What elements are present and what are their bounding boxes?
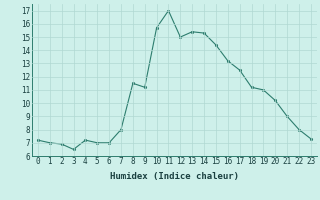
X-axis label: Humidex (Indice chaleur): Humidex (Indice chaleur) [110, 172, 239, 181]
